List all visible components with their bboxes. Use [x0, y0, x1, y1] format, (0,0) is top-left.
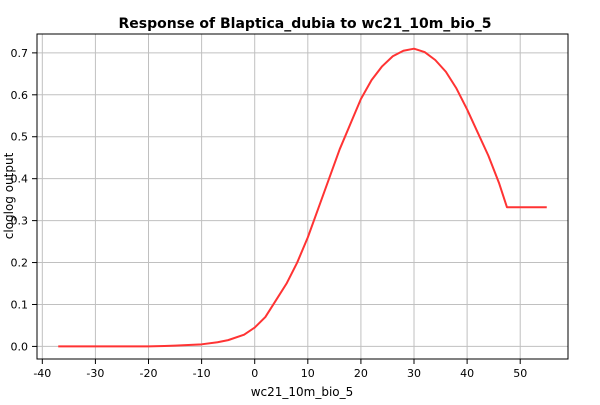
x-tick-label: 20	[354, 367, 368, 380]
x-tick-label: -10	[193, 367, 211, 380]
x-tick-label: 40	[460, 367, 474, 380]
y-tick-label: 0.1	[11, 298, 29, 311]
y-tick-label: 0.0	[11, 340, 29, 353]
series-line	[58, 47, 547, 348]
chart-title: Response of Blaptica_dubia to wc21_10m_b…	[119, 16, 492, 32]
plot-area-border	[36, 33, 569, 360]
x-tick-label: 0	[251, 367, 258, 380]
x-tick-label: -30	[86, 367, 104, 380]
y-tick-label: 0.7	[11, 47, 29, 60]
x-tick-label: 30	[407, 367, 421, 380]
y-tick-label: 0.2	[11, 257, 29, 270]
grid-layer	[37, 34, 568, 359]
series-layer	[58, 47, 547, 348]
x-axis-label: wc21_10m_bio_5	[251, 385, 354, 399]
x-tick-label: -20	[140, 367, 158, 380]
y-tick-label: 0.5	[11, 131, 29, 144]
tick-layer: -40 -30 -20 -10 0 10 20 30 40 50 0.0 0.1 0.2 0.3 0.4 0.…	[11, 47, 528, 380]
y-axis-label: cloglog output	[2, 152, 16, 239]
y-tick-label: 0.4	[11, 173, 29, 186]
y-tick-label: 0.6	[11, 89, 29, 102]
x-tick-label: -40	[33, 367, 51, 380]
y-tick-label: 0.3	[11, 215, 29, 228]
x-tick-label: 50	[513, 367, 527, 380]
x-tick-label: 10	[301, 367, 315, 380]
